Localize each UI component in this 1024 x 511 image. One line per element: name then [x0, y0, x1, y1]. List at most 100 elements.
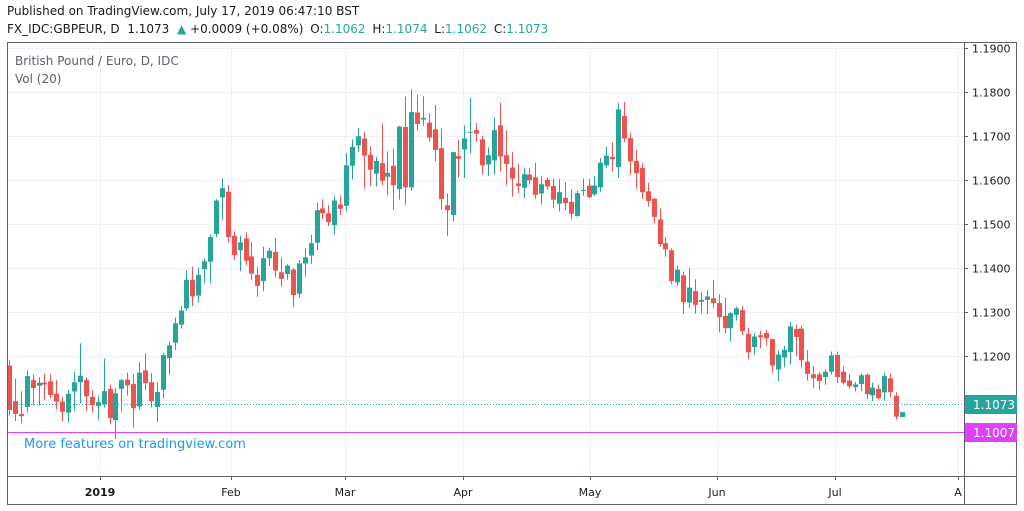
candle-body [758, 335, 763, 338]
x-tick-label: Jun [707, 486, 725, 499]
candle [835, 351, 840, 384]
candle [794, 324, 799, 356]
candle [764, 329, 769, 346]
candle [179, 306, 184, 329]
candle-body [445, 205, 450, 211]
candle-body [184, 279, 189, 309]
y-tick-label: 1.1500 [972, 219, 1011, 232]
candle [427, 113, 432, 142]
candle [102, 358, 107, 408]
candle-body [196, 274, 201, 296]
candle-body [663, 243, 668, 250]
quote-symbol[interactable]: FX_IDC:GBPEUR, D [7, 22, 120, 36]
candle-body [267, 250, 272, 259]
candle-body [687, 287, 692, 303]
candle-body [847, 380, 852, 387]
candle [616, 102, 621, 178]
candle-body [456, 156, 461, 159]
candle [72, 371, 77, 412]
y-tick-label: 1.1600 [972, 175, 1011, 188]
candle [817, 372, 822, 391]
high-value: 1.1074 [385, 22, 428, 36]
candle [214, 199, 219, 238]
time-axis[interactable]: 2019 Feb Mar Apr May Jun Jul A [85, 476, 963, 499]
candle [504, 130, 509, 186]
candle [356, 127, 361, 153]
candle-body [533, 177, 538, 195]
candle-body [433, 129, 438, 150]
candle-body [125, 379, 130, 386]
candle [628, 132, 633, 176]
candle [740, 306, 745, 336]
volume-indicator-label[interactable]: Vol (20) [15, 72, 62, 86]
candle [539, 176, 544, 205]
level-line-label: 1.1007 [965, 423, 1017, 442]
candle-body [592, 185, 597, 195]
candle [894, 392, 899, 420]
candle-body [876, 388, 881, 399]
candle [882, 372, 887, 401]
candle-body [255, 274, 260, 286]
candle-body [865, 374, 870, 395]
candle [338, 195, 343, 216]
quote-last: 1.1073 [127, 22, 170, 36]
candle-body [409, 112, 414, 188]
symbol-title: British Pound / Euro, D, IDC [15, 54, 179, 68]
candle-body [522, 174, 527, 188]
x-tick-label: Jul [827, 486, 841, 499]
more-features-link[interactable]: More features on tradingview.com [24, 437, 246, 452]
quote-line: FX_IDC:GBPEUR, D 1.1073 ▲ +0.0009 (+0.08… [7, 22, 548, 36]
candle [811, 365, 816, 388]
candle [368, 146, 373, 186]
candle-body [859, 375, 864, 385]
candle [261, 246, 266, 292]
candle [403, 96, 408, 205]
y-tick-label: 1.1900 [972, 43, 1011, 56]
candle [728, 311, 733, 342]
candle-body [261, 258, 266, 282]
candle [658, 208, 663, 247]
candle [37, 377, 42, 406]
candle-body [610, 156, 615, 160]
candle [108, 384, 113, 425]
candle-body [823, 371, 828, 377]
candle [876, 384, 881, 400]
candle [652, 197, 657, 224]
candle-body [119, 380, 124, 389]
candle [190, 266, 195, 307]
candle-body [557, 192, 562, 204]
candle [734, 306, 739, 321]
candle-body [42, 382, 47, 385]
candle [113, 387, 118, 440]
candle-body [439, 148, 444, 200]
up-arrow-icon: ▲ [176, 22, 187, 36]
candle-body [510, 167, 515, 179]
candle [480, 135, 485, 175]
candle-body [421, 117, 426, 120]
candle-body [598, 162, 603, 188]
candle-body [539, 184, 544, 194]
candle [888, 373, 893, 398]
candle [711, 279, 716, 308]
price-axis[interactable]: 1.11001.12001.13001.14001.15001.16001.17… [964, 43, 1011, 408]
candle [326, 204, 331, 227]
candle [291, 268, 296, 308]
candle [344, 153, 349, 212]
candle [870, 382, 875, 402]
candle-body [249, 256, 254, 274]
candle-body [143, 370, 148, 384]
candle [131, 374, 136, 428]
candle [25, 370, 30, 413]
candle-body [693, 291, 698, 305]
candle-body [652, 198, 657, 217]
candle-body [817, 374, 822, 381]
candle-body [273, 252, 278, 271]
candle-body [474, 130, 479, 134]
candle [634, 149, 639, 189]
x-tick-label: 2019 [85, 486, 116, 499]
candle [238, 235, 243, 272]
candle-body [587, 185, 592, 198]
candle-body [297, 263, 302, 294]
candle [752, 332, 757, 355]
